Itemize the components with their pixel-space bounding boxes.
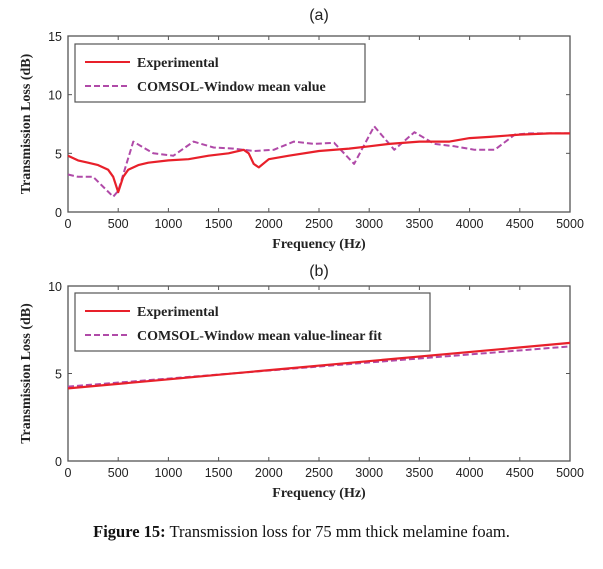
x-tick-label: 1000 bbox=[154, 466, 182, 480]
x-tick-label: 0 bbox=[65, 466, 72, 480]
x-tick-label: 2000 bbox=[255, 466, 283, 480]
x-tick-label: 4500 bbox=[506, 466, 534, 480]
legend-label: COMSOL-Window mean value bbox=[137, 80, 326, 95]
x-tick-label: 1500 bbox=[205, 466, 233, 480]
caption-label: Figure 15: bbox=[93, 522, 166, 541]
x-tick-label: 3000 bbox=[355, 466, 383, 480]
x-tick-label: 3500 bbox=[405, 217, 433, 231]
x-tick-label: 2000 bbox=[255, 217, 283, 231]
x-tick-label: 2500 bbox=[305, 466, 333, 480]
x-tick-label: 4500 bbox=[506, 217, 534, 231]
y-tick-label: 5 bbox=[55, 147, 62, 161]
panel-title: (b) bbox=[309, 263, 329, 280]
x-tick-label: 4000 bbox=[456, 466, 484, 480]
x-tick-label: 3000 bbox=[355, 217, 383, 231]
x-tick-label: 5000 bbox=[556, 217, 584, 231]
x-tick-label: 1000 bbox=[154, 217, 182, 231]
x-tick-label: 5000 bbox=[556, 466, 584, 480]
y-axis-label: Transmission Loss (dB) bbox=[19, 53, 34, 194]
y-tick-label: 10 bbox=[48, 280, 62, 294]
x-tick-label: 4000 bbox=[456, 217, 484, 231]
chart-panel-b: (b) 0 500 1000 1500 2000 2500 3000 3500 4000 4500 5… bbox=[19, 263, 584, 501]
series-experimental-line bbox=[67, 132, 570, 194]
series-experimental-line bbox=[67, 341, 571, 390]
caption-text: Transmission loss for 75 mm thick melami… bbox=[165, 522, 510, 541]
y-tick-label: 5 bbox=[55, 368, 62, 382]
series-comsol-line bbox=[67, 125, 570, 198]
legend-label: COMSOL-Window mean value-linear fit bbox=[137, 329, 382, 344]
legend-label: Experimental bbox=[137, 56, 219, 71]
x-tick-label: 500 bbox=[108, 466, 129, 480]
legend-box bbox=[74, 43, 366, 103]
legend-box bbox=[74, 292, 431, 352]
legend-label: Experimental bbox=[137, 305, 219, 320]
y-tick-label: 0 bbox=[55, 455, 62, 469]
x-tick-label: 1500 bbox=[205, 217, 233, 231]
x-tick-label: 2500 bbox=[305, 217, 333, 231]
panel-title: (a) bbox=[309, 7, 329, 24]
x-tick-label: 3500 bbox=[405, 466, 433, 480]
figure-caption: Figure 15: Transmission loss for 75 mm t… bbox=[0, 522, 603, 542]
x-axis-label: Frequency (Hz) bbox=[272, 486, 366, 501]
y-tick-label: 15 bbox=[48, 30, 62, 44]
y-tick-label: 0 bbox=[55, 206, 62, 220]
x-tick-label: 500 bbox=[108, 217, 129, 231]
x-tick-label: 0 bbox=[65, 217, 72, 231]
chart-panel-a: (a) 0 500 1000 1500 2000 2500 3000 3500 4000 4500 5… bbox=[19, 7, 584, 252]
y-tick-label: 10 bbox=[48, 89, 62, 103]
y-axis-label: Transmission Loss (dB) bbox=[19, 303, 34, 444]
x-axis-label: Frequency (Hz) bbox=[272, 237, 366, 252]
